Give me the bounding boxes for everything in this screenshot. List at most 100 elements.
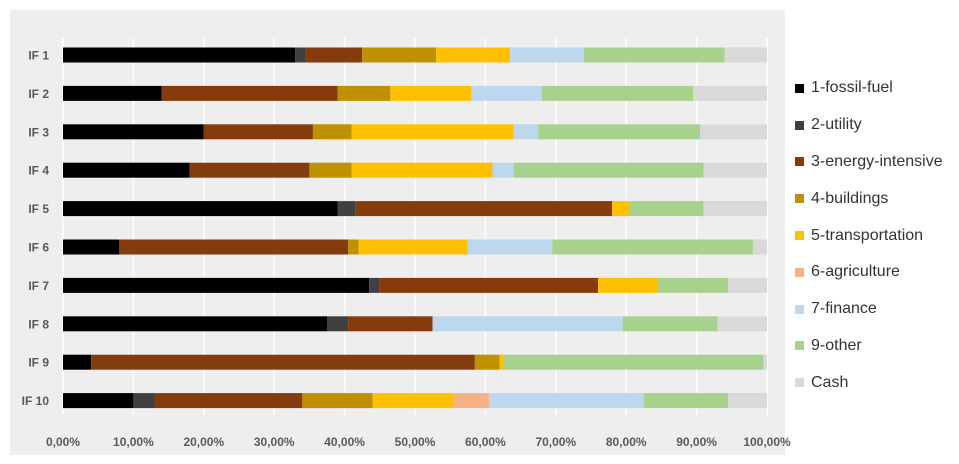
bar-segment-7-finance — [492, 162, 514, 178]
bar-segment-Cash — [703, 162, 767, 178]
bar-segment-Cash — [700, 124, 767, 140]
y-tick-label: IF 8 — [28, 317, 49, 331]
bar-segment-3-energy-intensive — [154, 393, 303, 409]
y-tick-label: IF 10 — [22, 394, 50, 408]
bar-segment-1-fossil-fuel — [63, 239, 120, 255]
x-tick-label: 50,00% — [395, 435, 436, 449]
bar-segment-5-transportation — [351, 162, 493, 178]
legend-swatch — [795, 341, 804, 351]
bar-segment-1-fossil-fuel — [63, 47, 296, 63]
legend-swatch — [795, 120, 804, 130]
bar-segment-5-transportation — [436, 47, 511, 63]
y-tick-label: IF 5 — [28, 202, 49, 216]
bar-segment-7-finance — [467, 239, 553, 255]
legend-label: 6-agriculture — [811, 263, 900, 281]
x-tick-label: 30,00% — [254, 435, 295, 449]
bar-segment-Cash — [728, 277, 767, 293]
x-tick-label: 80,00% — [606, 435, 647, 449]
bar-segment-Cash — [763, 354, 767, 370]
legend-item: 1-fossil-fuel — [795, 70, 959, 107]
x-tick-label: 70,00% — [535, 435, 576, 449]
bar-segment-3-energy-intensive — [348, 316, 433, 332]
bar-segment-5-transportation — [612, 201, 630, 217]
bar-segment-2-utility — [295, 47, 306, 63]
bar-segment-3-energy-intensive — [203, 124, 313, 140]
legend-item: 3-energy-intensive — [795, 144, 959, 181]
legend-swatch — [795, 157, 804, 167]
y-tick-label: IF 3 — [28, 125, 49, 139]
bar-segment-4-buildings — [302, 393, 373, 409]
bar-segment-5-transportation — [499, 354, 503, 370]
bar-segment-9-other — [657, 277, 729, 293]
legend-label: 1-fossil-fuel — [811, 79, 893, 97]
bar-segment-3-energy-intensive — [355, 201, 613, 217]
bar-segment-5-transportation — [372, 393, 454, 409]
bar-segment-1-fossil-fuel — [63, 393, 134, 409]
legend-item: 6-agriculture — [795, 254, 959, 291]
bar-segment-3-energy-intensive — [161, 85, 338, 101]
bar-segment-2-utility — [133, 393, 155, 409]
bar-segment-5-transportation — [351, 124, 514, 140]
y-tick-label: IF 6 — [28, 241, 49, 255]
legend-label: 5-transportation — [811, 226, 924, 244]
x-tick-label: 90,00% — [676, 435, 717, 449]
x-tick-label: 100,00% — [743, 435, 791, 449]
bar-segment-2-utility — [327, 316, 349, 332]
legend-item: Cash — [795, 364, 959, 401]
x-tick-labels: 0,00% 10,00% 20,00% 30,00% 40,00% 50,00% 60,00… — [46, 435, 791, 449]
bar-segment-1-fossil-fuel — [63, 85, 162, 101]
bar-segment-9-other — [541, 85, 694, 101]
bar-segment-5-transportation — [598, 277, 658, 293]
legend-label: 9-other — [811, 336, 862, 354]
bar-segment-6-agriculture — [453, 393, 489, 409]
x-tick-label: 40,00% — [324, 435, 365, 449]
legend-label: 3-energy-intensive — [811, 152, 943, 170]
bar-segment-3-energy-intensive — [305, 47, 363, 63]
legend-swatch — [795, 378, 804, 388]
bar-segment-1-fossil-fuel — [63, 201, 338, 217]
bar-segment-3-energy-intensive — [91, 354, 475, 370]
legend-label: 4-buildings — [811, 189, 889, 207]
legend-item: 5-transportation — [795, 217, 959, 254]
bar-segment-4-buildings — [309, 162, 352, 178]
legend-label: Cash — [811, 373, 849, 391]
bar-segment-2-utility — [369, 277, 380, 293]
bar-segment-7-finance — [510, 47, 584, 63]
legend-label: 7-finance — [811, 300, 877, 318]
bar-segment-7-finance — [432, 316, 623, 332]
legend-item: 2-utility — [795, 107, 959, 144]
bar-segment-9-other — [629, 201, 704, 217]
legend-label: 2-utility — [811, 116, 862, 134]
bar-segment-9-other — [552, 239, 753, 255]
x-tick-label: 0,00% — [46, 435, 80, 449]
bar-segment-9-other — [538, 124, 701, 140]
legend-swatch — [795, 83, 804, 93]
bar-segment-5-transportation — [390, 85, 472, 101]
bar-segment-Cash — [717, 316, 767, 332]
bar-segment-3-energy-intensive — [119, 239, 349, 255]
legend-swatch — [795, 231, 804, 241]
legend-item: 4-buildings — [795, 180, 959, 217]
bar-segment-Cash — [693, 85, 767, 101]
bar-segment-3-energy-intensive — [189, 162, 310, 178]
legend-swatch — [795, 267, 804, 277]
bar-segment-4-buildings — [362, 47, 437, 63]
bar-segment-9-other — [503, 354, 764, 370]
bar-segment-9-other — [583, 47, 725, 63]
y-tick-label: IF 2 — [28, 87, 49, 101]
bar-segment-9-other — [622, 316, 718, 332]
bar-segment-9-other — [643, 393, 729, 409]
bar-segment-2-utility — [337, 201, 356, 217]
y-tick-label: IF 7 — [28, 279, 49, 293]
bar-segment-1-fossil-fuel — [63, 277, 370, 293]
legend-swatch — [795, 194, 804, 204]
bar-segment-3-energy-intensive — [379, 277, 599, 293]
bar-segment-1-fossil-fuel — [63, 354, 92, 370]
legend: 1-fossil-fuel 2-utility 3-energy-intensive… — [795, 70, 959, 401]
bar-segment-1-fossil-fuel — [63, 316, 327, 332]
bar-segment-4-buildings — [474, 354, 500, 370]
x-tick-label: 60,00% — [465, 435, 506, 449]
x-tick-label: 10,00% — [113, 435, 154, 449]
bar-segment-5-transportation — [358, 239, 468, 255]
